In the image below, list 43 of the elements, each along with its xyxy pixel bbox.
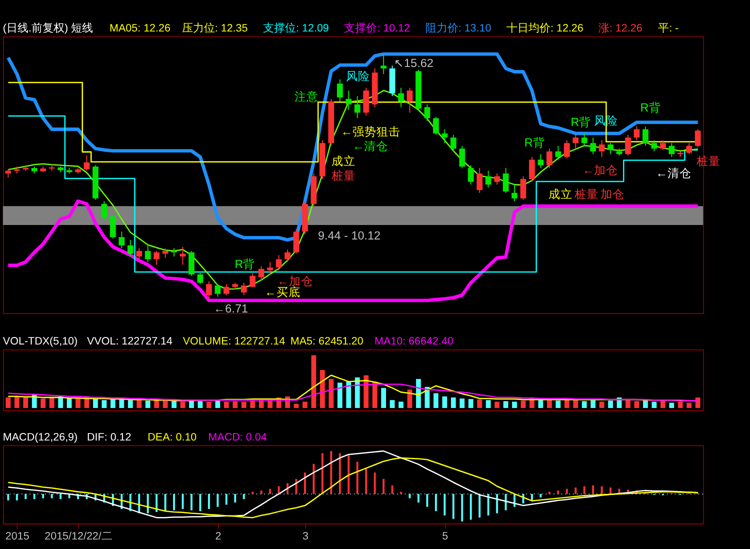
- annotation: 风险: [346, 70, 370, 84]
- annotation: 桩量: [695, 154, 720, 168]
- text: VVOL: 122727.14: [87, 335, 173, 348]
- annotation: 桩量: [330, 168, 356, 183]
- text: 平: -: [658, 22, 680, 35]
- x-tick-label: 2015: [5, 530, 30, 543]
- annotation: ←强势狙击: [340, 125, 401, 138]
- annotation: R背: [570, 116, 592, 130]
- annotation: R背: [234, 258, 256, 272]
- text: 支撑价: 10.12: [344, 22, 410, 35]
- text: 涨: 12.26: [598, 22, 642, 35]
- annotation: ←清仓: [352, 140, 388, 154]
- text: ←6.71: [213, 302, 248, 316]
- chart-title: MACD(12,26,9): [2, 431, 78, 444]
- text: 压力位: 12.35: [182, 22, 248, 35]
- text: VOLUME: 122727.14: [182, 335, 286, 348]
- annotation: 注意: [294, 89, 319, 104]
- text: 支撑位: 12.09: [263, 22, 329, 35]
- annotation: ←买底: [264, 284, 300, 299]
- text: 十日均价: 12.26: [506, 22, 584, 35]
- annotation: ←清仓: [656, 166, 692, 180]
- chart-title: VOL-TDX(5,10): [2, 335, 78, 348]
- x-tick-label: 2: [215, 530, 222, 543]
- annotation: R背: [640, 101, 661, 114]
- x-tick-label: 2015/12/22/二: [44, 530, 112, 543]
- text: DIF: 0.12: [87, 431, 132, 444]
- x-tick-label: 5: [442, 530, 448, 543]
- annotation: ↖15.62: [394, 57, 434, 70]
- text: MACD: 0.04: [208, 431, 267, 444]
- annotation: 成立: [331, 154, 356, 168]
- text: MA05: 12.26: [110, 22, 170, 35]
- chart-title: (日线.前复权) 短线: [2, 22, 94, 35]
- band-label: 9.44 - 10.12: [318, 230, 381, 243]
- text: MA5: 62451.20: [290, 335, 364, 348]
- annotation: ←加仓: [582, 164, 618, 178]
- annotation: 桩量: [574, 187, 599, 202]
- text: 阻力价: 13.10: [425, 22, 492, 35]
- text: DEA: 0.10: [148, 431, 197, 444]
- x-tick-label: 3: [302, 530, 308, 543]
- annotation: 加仓: [600, 188, 625, 202]
- annotation: 成立: [548, 187, 573, 202]
- annotation: R背: [524, 136, 545, 150]
- text: MA10: 66642.40: [374, 335, 454, 348]
